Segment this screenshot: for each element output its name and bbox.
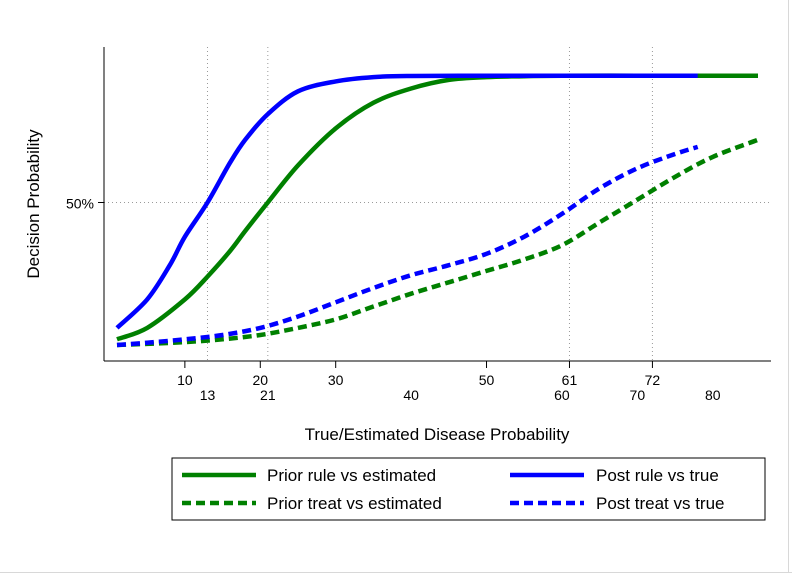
- x-tick-label: 21: [260, 387, 276, 403]
- legend-label: Post rule vs true: [596, 466, 719, 485]
- x-tick-label: 13: [200, 387, 216, 403]
- x-tick-label: 10: [177, 372, 193, 388]
- x-tick-label: 20: [252, 372, 268, 388]
- frame-edge-right: [788, 0, 789, 573]
- legend: Prior rule vs estimated Post rule vs true…: [171, 457, 766, 521]
- frame-edge-bottom: [0, 572, 792, 573]
- legend-label: Post treat vs true: [596, 494, 725, 513]
- x-tick-label: 72: [645, 372, 661, 388]
- y-tick-label: 50%: [66, 196, 94, 212]
- series-line-prior-treat-vs-estimated: [116, 137, 759, 348]
- x-axis-title: True/Estimated Disease Probability: [305, 425, 570, 444]
- y-axis-title: Decision Probability: [24, 129, 43, 279]
- y-axis-ticks: 50%: [66, 196, 104, 212]
- x-tick-label: 80: [705, 387, 721, 403]
- x-tick-label: 30: [328, 372, 344, 388]
- x-tick-label: 50: [479, 372, 495, 388]
- legend-box: [171, 457, 766, 521]
- series-line-prior-rule-vs-estimated: [116, 73, 758, 342]
- x-tick-label: 61: [562, 372, 578, 388]
- x-tick-label: 40: [403, 387, 419, 403]
- series-line-post-treat-vs-true: [116, 144, 699, 348]
- x-tick-label: 70: [630, 387, 646, 403]
- series-lines: [115, 73, 759, 348]
- series-line-post-rule-vs-true: [115, 73, 698, 330]
- legend-label: Prior treat vs estimated: [267, 494, 442, 513]
- x-axis-ticks: 10 20 30 50 61 72 13 21 40 60 70 80: [177, 361, 721, 403]
- x-tick-label: 60: [554, 387, 570, 403]
- legend-label: Prior rule vs estimated: [267, 466, 436, 485]
